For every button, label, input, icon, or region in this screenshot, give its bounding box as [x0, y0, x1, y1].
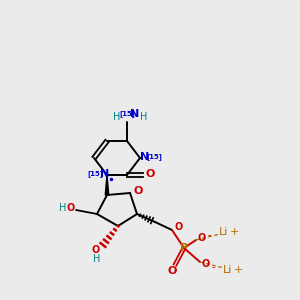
Text: -: -: [207, 230, 211, 240]
Text: N: N: [100, 169, 109, 179]
Text: O: O: [198, 233, 206, 243]
Text: O: O: [133, 186, 143, 196]
Text: N: N: [140, 152, 150, 162]
Text: Li: Li: [223, 265, 233, 275]
Text: H: H: [93, 254, 101, 264]
Text: O: O: [202, 259, 210, 269]
Text: +: +: [233, 265, 243, 275]
Text: H: H: [59, 203, 67, 213]
Text: Li: Li: [219, 227, 229, 237]
Polygon shape: [105, 175, 109, 195]
Text: O: O: [175, 222, 183, 232]
Text: H: H: [140, 112, 148, 122]
Text: P: P: [180, 243, 188, 253]
Text: O: O: [167, 266, 177, 276]
Text: N: N: [130, 109, 140, 119]
Text: +: +: [229, 227, 239, 237]
Text: [15]: [15]: [146, 154, 162, 160]
Text: O: O: [92, 245, 100, 255]
Text: H: H: [113, 112, 121, 122]
Text: [15]: [15]: [119, 110, 135, 118]
Text: [15]: [15]: [87, 170, 103, 178]
Text: O: O: [145, 169, 155, 179]
Text: -: -: [211, 262, 215, 272]
Text: O: O: [67, 203, 75, 213]
